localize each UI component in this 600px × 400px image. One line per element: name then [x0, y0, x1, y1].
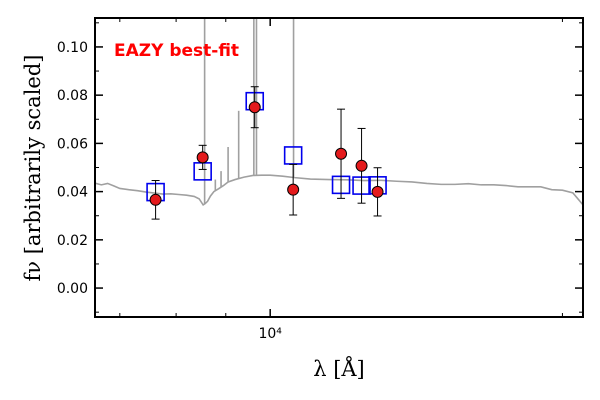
- tick-labels-layer: 0.00 0.02 0.04 0.06 0.08 0.10 10⁴: [57, 40, 282, 342]
- observed-photometry-point: [196, 151, 209, 164]
- observed-photometry-point: [335, 147, 348, 160]
- x-axis-label: λ [Å]: [313, 356, 365, 381]
- observed-photometry-point: [149, 193, 162, 206]
- y-tick-label: 0.06: [57, 136, 88, 152]
- ticks-layer: [95, 18, 583, 317]
- model-spectrum-line: [95, 174, 583, 206]
- x-tick-label: 10⁴: [258, 326, 282, 342]
- y-tick-label: 0.10: [57, 40, 88, 56]
- annotation-label: EAZY best-fit: [114, 41, 239, 61]
- observed-photometry-point: [248, 101, 261, 114]
- observed-photometry-layer: [149, 86, 384, 220]
- y-tick-label: 0.02: [57, 233, 88, 249]
- y-tick-label: 0.08: [57, 88, 88, 104]
- y-axis-label: fν [arbitrarily scaled]: [21, 55, 45, 282]
- observed-photometry-point: [371, 185, 384, 198]
- y-tick-label: 0.04: [57, 185, 88, 201]
- observed-photometry-point: [287, 183, 300, 196]
- observed-photometry-point: [355, 159, 368, 172]
- y-tick-label: 0.00: [57, 281, 88, 297]
